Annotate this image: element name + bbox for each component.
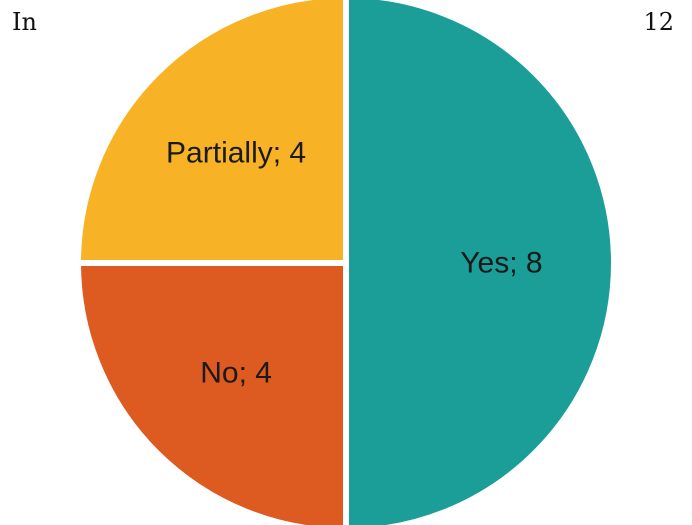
corner-label-left: In	[12, 8, 37, 36]
corner-label-right: 12	[643, 8, 674, 36]
pie-label-yes: Yes; 8	[460, 247, 542, 280]
pie-slices	[74, 0, 617, 525]
pie-slice-yes	[343, 0, 617, 525]
pie-slice-partially	[74, 0, 349, 266]
pie-label-no: No; 4	[200, 356, 272, 389]
pie-slice-no	[74, 260, 349, 525]
pie-labels: Yes; 8 No; 4 Partially; 4	[166, 137, 543, 390]
pie-label-partially: Partially; 4	[166, 137, 306, 170]
